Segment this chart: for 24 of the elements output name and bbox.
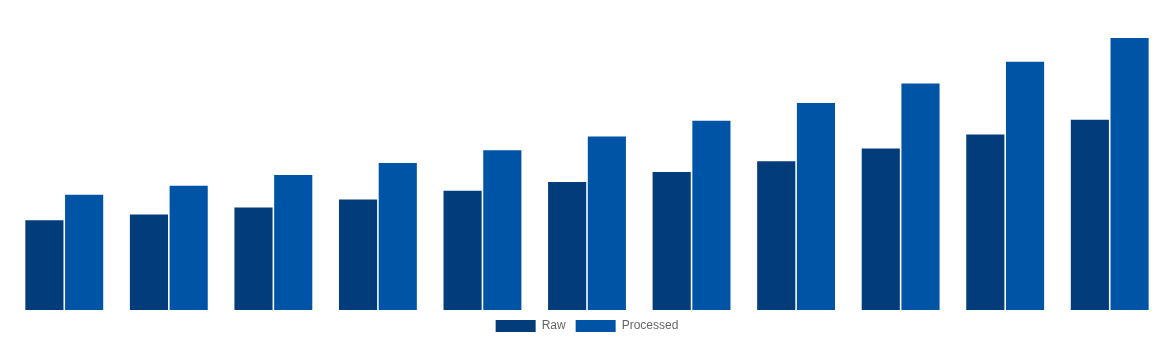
bar — [25, 220, 64, 310]
bar — [966, 134, 1005, 310]
bar — [65, 194, 104, 310]
bar — [1070, 119, 1109, 310]
bar — [378, 163, 417, 310]
bar — [652, 172, 691, 310]
legend-label: Processed — [621, 318, 679, 333]
bar — [443, 190, 482, 310]
bar — [274, 175, 313, 310]
bar — [1110, 38, 1149, 310]
bar — [129, 214, 169, 310]
legend-label: Raw — [541, 318, 566, 333]
bar — [796, 103, 836, 310]
bar — [692, 120, 731, 310]
bar — [587, 136, 626, 310]
bar — [338, 199, 378, 310]
bar — [234, 207, 273, 310]
bar — [548, 181, 587, 310]
bar — [861, 148, 900, 310]
bar — [483, 150, 522, 310]
bar — [757, 161, 796, 310]
bar — [1005, 61, 1045, 310]
bar — [901, 83, 940, 310]
bar — [169, 185, 208, 310]
